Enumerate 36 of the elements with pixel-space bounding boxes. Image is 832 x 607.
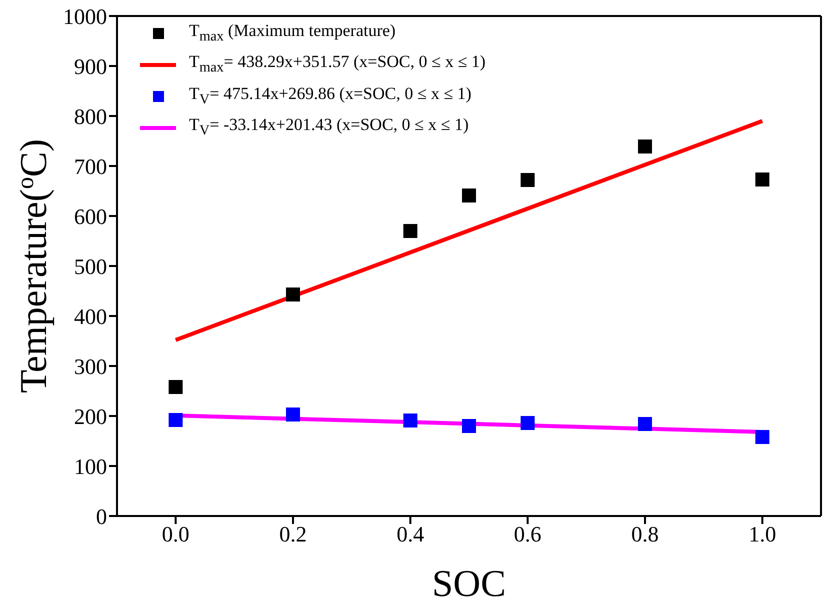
point	[168, 413, 183, 427]
x-tick-label: 0.4	[396, 522, 424, 547]
point	[286, 288, 300, 302]
x-tick-label: 1.0	[748, 522, 776, 547]
y-tick-label: 100	[74, 454, 107, 479]
legend-label: T$_{max}$= 438.29x+351.57 (x=SOC, 0 ≤ x ≤ 1)	[189, 51, 486, 78]
point	[462, 188, 476, 202]
point	[168, 380, 183, 394]
y-tick-label: 900	[74, 54, 107, 79]
y-tick-label: 800	[74, 104, 107, 129]
y-tick-label: 600	[74, 204, 107, 229]
point	[755, 430, 770, 444]
legend-label: T$_{V}$= -33.14x+201.43 (x=SOC, 0 ≤ x ≤ 1)	[189, 114, 469, 141]
point	[403, 414, 418, 428]
x-tick-label: 0.6	[514, 522, 542, 547]
y-tick-label: 200	[74, 404, 107, 429]
point	[286, 408, 300, 422]
y-tick-label: 400	[74, 304, 107, 329]
legend-label: T$_{max}$ (Maximum temperature)	[189, 20, 396, 46]
x-axis-title: SOC	[432, 563, 506, 605]
y-tick-label: 300	[74, 354, 107, 379]
y-tick-label: 700	[74, 154, 107, 179]
y-tick-label: 1000	[63, 4, 107, 29]
legend-label: T$_{V}$= 475.14x+269.86 (x=SOC, 0 ≤ x ≤ 1)	[189, 82, 472, 110]
y-tick-label: 0	[96, 504, 107, 529]
point	[638, 417, 652, 431]
point	[403, 224, 418, 238]
x-tick-label: 0.2	[279, 522, 307, 547]
point	[638, 140, 652, 154]
point	[520, 173, 535, 187]
x-tick-label: 0.0	[162, 522, 190, 547]
point	[462, 419, 476, 433]
x-tick-label: 0.8	[631, 522, 659, 547]
y-tick-label: 500	[74, 254, 107, 279]
point	[520, 416, 535, 430]
point	[755, 172, 770, 186]
